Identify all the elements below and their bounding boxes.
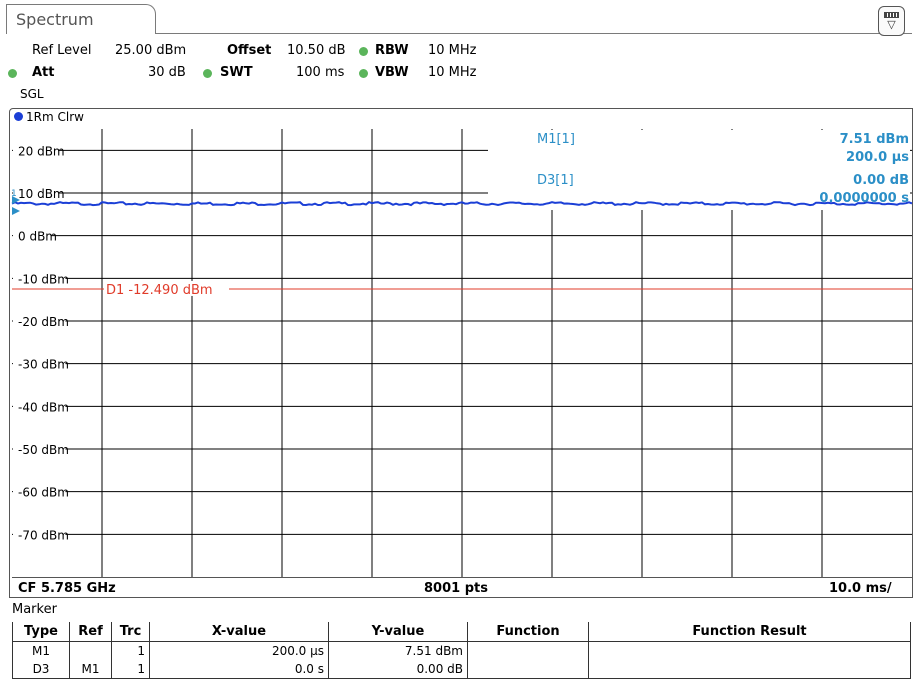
dropdown-icon: ▽ (887, 18, 896, 31)
col-type: Type (12, 622, 70, 642)
cell-function (467, 641, 589, 660)
svg-text:1: 1 (11, 189, 17, 199)
y-tick-label: -10 dBm (18, 272, 69, 286)
ref-level-value: 25.00 dBm (115, 43, 187, 58)
m1-level: 7.51 dBm (840, 132, 909, 147)
y-tick-label-bg (13, 440, 66, 457)
y-tick-label: -70 dBm (18, 528, 69, 542)
offset-value: 10.50 dB (287, 43, 346, 58)
att-label: Att (32, 65, 55, 80)
ref-level-label: Ref Level (32, 43, 92, 58)
y-tick-label-bg (13, 354, 66, 372)
col-function-result: Function Result (588, 622, 911, 642)
y-tick-label-bg (13, 184, 59, 201)
cell-function (467, 660, 589, 679)
d3-level: 0.00 dB (853, 173, 909, 188)
tab-label: Spectrum (16, 10, 94, 29)
swt-value: 100 ms (296, 65, 345, 80)
table-row[interactable]: D3 M1 1 0.0 s 0.00 dB (12, 660, 911, 679)
col-trc: Trc (111, 622, 150, 642)
y-tick-label: 10 dBm (18, 187, 65, 201)
center-frequency: CF 5.785 GHz (18, 581, 116, 596)
display-line-label-bg (104, 280, 229, 296)
swt-label: SWT (220, 65, 253, 80)
y-tick-label: 20 dBm (18, 144, 65, 158)
offset-label: Offset (227, 43, 272, 58)
y-tick-label-bg (13, 226, 51, 244)
y-tick-label-bg (13, 312, 66, 329)
y-tick-label: -60 dBm (18, 486, 69, 500)
trace-dot-icon (14, 112, 23, 121)
display-line-label: D1 -12.490 dBm (106, 283, 213, 298)
sweep-mode: SGL (20, 87, 44, 101)
table-row[interactable]: M1 1 200.0 µs 7.51 dBm (12, 641, 911, 660)
d3-name: D3[1] (537, 173, 574, 188)
swt-status-icon (203, 69, 212, 78)
cell-trc: 1 (111, 660, 150, 679)
cell-type: D3 (12, 660, 70, 679)
rbw-status-icon (359, 47, 368, 56)
vbw-status-icon (359, 69, 368, 78)
toolbar-icon (884, 12, 899, 18)
rbw-label: RBW (375, 43, 409, 58)
y-tick-label: -40 dBm (18, 400, 69, 414)
col-y-value: Y-value (328, 622, 468, 642)
display-line-group (12, 280, 912, 296)
y-tick-label: -20 dBm (18, 315, 69, 329)
att-value: 30 dB (148, 65, 186, 80)
cell-y-value: 0.00 dB (328, 660, 468, 679)
y-tick-labels: 20 dBm 10 dBm 0 dBm -10 dBm -20 dBm -30 dBm -4… (13, 141, 69, 543)
marker-table: Type Ref Trc X-value Y-value Function Fu… (12, 622, 911, 679)
marker-table-header: Type Ref Trc X-value Y-value Function Fu… (12, 622, 911, 642)
vbw-value: 10 MHz (428, 65, 477, 80)
spectrum-tab[interactable] (6, 4, 156, 34)
grid (12, 129, 912, 577)
y-tick-label: -30 dBm (18, 358, 69, 372)
cell-function-result (588, 641, 911, 660)
att-status-icon (8, 69, 17, 78)
cell-x-value: 0.0 s (149, 660, 329, 679)
cell-ref (69, 641, 112, 660)
trace-label: 1Rm Clrw (26, 110, 84, 124)
col-ref: Ref (69, 622, 112, 642)
d3-time: 0.0000000 s (819, 191, 909, 206)
y-tick-label-bg (13, 525, 66, 543)
cell-trc: 1 (111, 641, 150, 660)
rbw-value: 10 MHz (428, 43, 477, 58)
marker-readout-bg (488, 130, 910, 210)
vbw-label: VBW (375, 65, 409, 80)
m1-name: M1[1] (537, 132, 575, 147)
trace-group (11, 200, 913, 207)
footer-divider (12, 577, 912, 578)
y-tick-label-bg (13, 482, 66, 500)
y-tick-label: -50 dBm (18, 443, 69, 457)
menu-button[interactable]: ▽ (878, 6, 905, 36)
marker-table-title: Marker (12, 602, 57, 617)
time-per-division: 10.0 ms/ (829, 581, 892, 596)
y-tick-label-bg (13, 141, 59, 159)
sweep-points: 8001 pts (424, 581, 488, 596)
cell-type: M1 (12, 641, 70, 660)
y-tick-label: 0 dBm (18, 230, 57, 244)
cell-function-result (588, 660, 911, 679)
col-function: Function (467, 622, 589, 642)
m1-time: 200.0 µs (846, 150, 909, 165)
tab-divider (155, 33, 912, 34)
marker-flag-icon[interactable]: 1 (11, 189, 20, 215)
cell-y-value: 7.51 dBm (328, 641, 468, 660)
y-tick-label-bg (13, 269, 66, 287)
trace-line (11, 200, 913, 207)
cell-x-value: 200.0 µs (149, 641, 329, 660)
col-x-value: X-value (149, 622, 329, 642)
cell-ref: M1 (69, 660, 112, 679)
y-tick-label-bg (13, 397, 66, 415)
